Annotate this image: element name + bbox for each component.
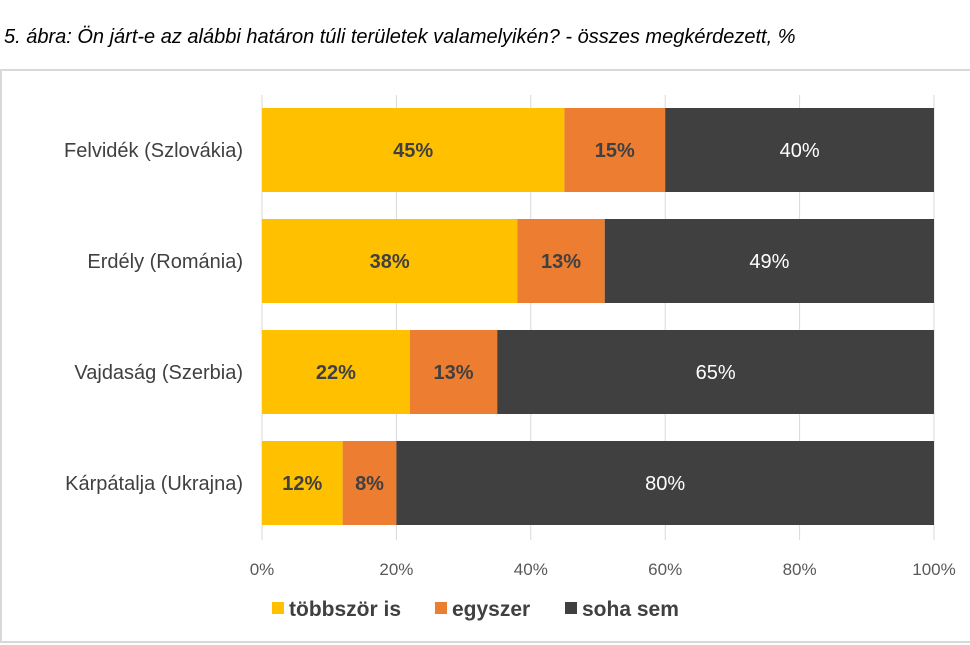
bar-segment <box>262 219 518 303</box>
legend-label: többször is <box>289 598 401 621</box>
bar-segment <box>262 441 343 525</box>
legend-label: soha sem <box>582 598 679 621</box>
data-label: 45% <box>393 140 433 162</box>
category-label: Kárpátalja (Ukrajna) <box>65 473 243 495</box>
data-label: 13% <box>434 362 474 384</box>
bar-segment <box>497 330 934 414</box>
legend-swatch <box>272 602 284 614</box>
category-label: Erdély (Románia) <box>87 251 243 273</box>
bar-segment <box>517 219 605 303</box>
legend-label: egyszer <box>452 598 530 621</box>
legend-swatch <box>435 602 447 614</box>
data-label: 13% <box>541 251 581 273</box>
data-label: 15% <box>595 140 635 162</box>
x-tick-label: 100% <box>912 560 955 579</box>
category-label: Vajdaság (Szerbia) <box>74 362 243 384</box>
data-label: 8% <box>355 473 384 495</box>
data-label: 12% <box>282 473 322 495</box>
legend-swatch <box>565 602 577 614</box>
data-label: 65% <box>696 362 736 384</box>
x-tick-label: 80% <box>783 560 817 579</box>
bar-segment <box>262 330 410 414</box>
chart-title: 5. ábra: Ön járt-e az alábbi határon túl… <box>4 26 796 48</box>
x-tick-label: 40% <box>514 560 548 579</box>
legend: többször is egyszer soha sem <box>272 598 679 621</box>
data-label: 40% <box>780 140 820 162</box>
bar-segment <box>396 441 934 525</box>
bar-segment <box>564 108 666 192</box>
bar-segment <box>665 108 934 192</box>
data-label: 80% <box>645 473 685 495</box>
bars: 45% 15% 40% 38% 13% 49% 22% 13% 65% 12% 8% 80% <box>262 108 934 525</box>
category-labels: Felvidék (Szlovákia) Erdély (Románia) Vajd… <box>64 140 243 495</box>
bar-segment <box>342 441 397 525</box>
bar-segment <box>262 108 565 192</box>
bar-segment <box>604 219 934 303</box>
data-label: 38% <box>370 251 410 273</box>
x-tick-labels: 0% 20% 40% 60% 80% 100% <box>250 560 956 579</box>
data-label: 22% <box>316 362 356 384</box>
category-label: Felvidék (Szlovákia) <box>64 140 243 162</box>
x-tick-label: 0% <box>250 560 275 579</box>
data-label: 49% <box>749 251 789 273</box>
x-tick-label: 60% <box>648 560 682 579</box>
bar-segment <box>409 330 498 414</box>
x-tick-label: 20% <box>379 560 413 579</box>
